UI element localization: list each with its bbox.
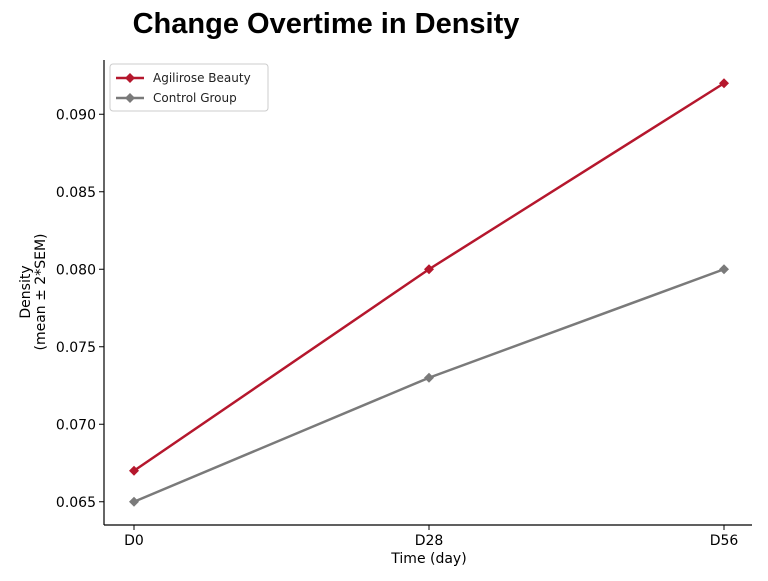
legend-label: Control Group [153, 91, 237, 105]
y-ticks: 0.065 0.070 0.075 0.080 0.085 0.090 [56, 107, 104, 511]
x-tick-label: D28 [415, 533, 444, 549]
legend: Agilirose Beauty Control Group [109, 63, 269, 112]
series-markers [129, 78, 729, 507]
y-axis-label: Density (mean ± 2*SEM) [18, 234, 49, 351]
y-tick-label: 0.070 [56, 417, 96, 433]
legend-box [109, 63, 269, 112]
axes [103, 60, 752, 526]
y-axis-label-line2: (mean ± 2*SEM) [33, 234, 49, 351]
y-axis-label-line1: Density [18, 265, 34, 318]
y-tick-label: 0.090 [56, 107, 96, 123]
y-tick-label: 0.065 [56, 495, 96, 511]
series-lines [133, 82, 725, 503]
legend-marker [125, 73, 135, 83]
x-ticks: D0 D28 D56 [124, 525, 738, 549]
data-point [719, 78, 729, 89]
legend-marker [125, 93, 135, 103]
data-point [129, 496, 139, 507]
y-tick-label: 0.085 [56, 185, 96, 201]
data-point [129, 465, 139, 476]
chart-title: Change Overtime in Density [132, 8, 520, 40]
series-line-agilirose-beauty [133, 82, 725, 472]
data-point [719, 264, 729, 275]
data-point [424, 264, 434, 275]
y-tick-label: 0.075 [56, 340, 96, 356]
x-tick-label: D0 [124, 533, 144, 549]
legend-label: Agilirose Beauty [153, 71, 251, 85]
y-tick-label: 0.080 [56, 262, 96, 278]
x-tick-label: D56 [710, 533, 739, 549]
series-line-control-group [133, 268, 725, 503]
data-point [424, 372, 434, 383]
x-axis-label: Time (day) [390, 551, 466, 567]
